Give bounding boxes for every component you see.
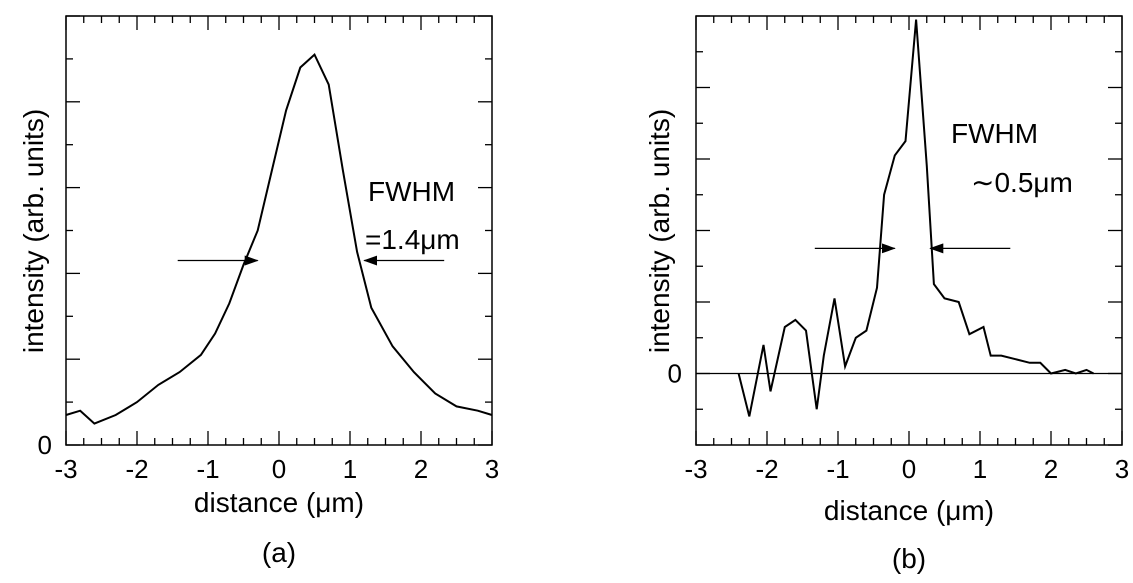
x-tick-label: -3 bbox=[684, 454, 707, 484]
x-tick-label: 2 bbox=[414, 454, 428, 484]
intensity-line-a bbox=[65, 52, 493, 425]
x-tick-label: -3 bbox=[54, 454, 77, 484]
chart-panel-a: -3 -2 -1 0 1 2 3 0 FWHM =1.4μm distance (μm) i… bbox=[18, 15, 499, 568]
chart-panel-b: -3 -2 -1 0 1 2 3 0 FWHM ∼0.5μm distance (μm) i… bbox=[644, 15, 1129, 574]
intensity-line-b bbox=[737, 19, 1095, 417]
fwhm-value-b: ∼0.5μm bbox=[971, 167, 1073, 198]
x-tick-label: 0 bbox=[272, 454, 286, 484]
panel-label-b: (b) bbox=[892, 543, 926, 574]
x-tick-labels-b: -3 -2 -1 0 1 2 3 bbox=[684, 454, 1129, 484]
tick-marks-a bbox=[65, 15, 493, 446]
x-axis-title-b: distance (μm) bbox=[824, 495, 994, 526]
x-tick-label: 0 bbox=[902, 454, 916, 484]
fwhm-label-a: FWHM bbox=[368, 176, 455, 207]
y-axis-title-b: intensity (arb. units) bbox=[644, 109, 675, 353]
y-tick-label: 0 bbox=[668, 359, 682, 389]
x-tick-label: 3 bbox=[485, 454, 499, 484]
x-axis-title-a: distance (μm) bbox=[194, 487, 364, 518]
fwhm-label-b: FWHM bbox=[951, 118, 1038, 149]
x-tick-labels-a: -3 -2 -1 0 1 2 3 bbox=[54, 454, 499, 484]
y-tick-labels-a: 0 bbox=[38, 430, 52, 460]
fwhm-value-a: =1.4μm bbox=[365, 224, 460, 255]
x-tick-label: 3 bbox=[1115, 454, 1129, 484]
y-tick-label: 0 bbox=[38, 430, 52, 460]
tick-marks-b bbox=[695, 15, 1123, 446]
y-tick-labels-b: 0 bbox=[668, 359, 682, 389]
x-tick-label: 1 bbox=[343, 454, 357, 484]
x-tick-label: -2 bbox=[755, 454, 778, 484]
x-tick-label: 1 bbox=[973, 454, 987, 484]
x-tick-label: -2 bbox=[125, 454, 148, 484]
panel-label-a: (a) bbox=[262, 537, 296, 568]
x-tick-label: -1 bbox=[826, 454, 849, 484]
x-tick-label: 2 bbox=[1044, 454, 1058, 484]
plot-frame-b bbox=[695, 15, 1123, 446]
y-axis-title-a: intensity (arb. units) bbox=[18, 109, 49, 353]
x-tick-label: -1 bbox=[196, 454, 219, 484]
